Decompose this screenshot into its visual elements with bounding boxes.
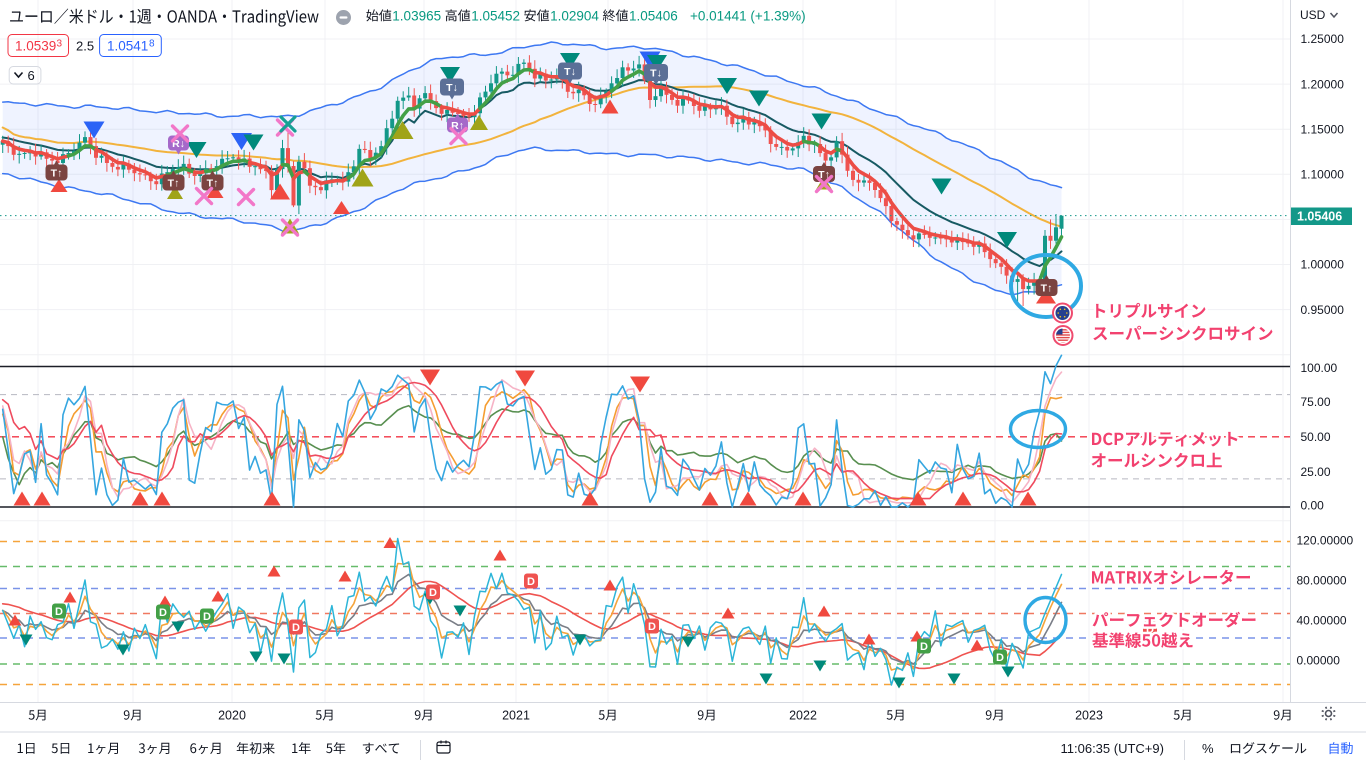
svg-text:USD: USD <box>1300 8 1326 22</box>
svg-text:+0.01441 (+1.39%): +0.01441 (+1.39%) <box>690 8 806 23</box>
svg-text:T↓: T↓ <box>650 68 662 80</box>
svg-text:T↑: T↑ <box>207 178 219 190</box>
svg-text:D: D <box>203 611 211 623</box>
svg-text:1.0539: 1.0539 <box>15 39 56 54</box>
svg-text:1.05406: 1.05406 <box>1297 210 1342 224</box>
svg-text:D: D <box>292 622 300 634</box>
svg-text:%: % <box>1202 741 1214 756</box>
svg-text:T↑: T↑ <box>1041 283 1053 295</box>
svg-text:0.00: 0.00 <box>1301 499 1325 513</box>
svg-text:T↓: T↓ <box>564 66 576 78</box>
svg-text:D: D <box>527 576 535 588</box>
svg-text:2022: 2022 <box>789 709 817 723</box>
svg-text:0.00000: 0.00000 <box>1297 654 1341 668</box>
svg-text:2020: 2020 <box>218 709 246 723</box>
svg-text:D: D <box>920 641 928 653</box>
svg-text:2.5: 2.5 <box>76 39 94 54</box>
svg-text:120.00000: 120.00000 <box>1297 534 1354 548</box>
svg-text:R↑: R↑ <box>451 120 464 132</box>
svg-text:11:06:35 (UTC+9): 11:06:35 (UTC+9) <box>1061 741 1164 756</box>
svg-text:1.0541: 1.0541 <box>107 39 148 54</box>
svg-text:D: D <box>429 587 437 599</box>
svg-text:1.00000: 1.00000 <box>1301 258 1345 272</box>
svg-text:1.03965: 1.03965 <box>392 8 441 23</box>
svg-text:1.15000: 1.15000 <box>1301 122 1345 136</box>
svg-text:0.95000: 0.95000 <box>1301 303 1345 317</box>
svg-text:T↑: T↑ <box>818 169 830 181</box>
svg-text:2021: 2021 <box>502 709 530 723</box>
svg-text:D: D <box>648 621 656 633</box>
svg-text:40.00000: 40.00000 <box>1297 614 1347 628</box>
svg-text:6: 6 <box>28 68 35 83</box>
svg-text:75.00: 75.00 <box>1301 395 1331 409</box>
svg-text:80.00000: 80.00000 <box>1297 574 1347 588</box>
svg-text:T↓: T↓ <box>446 82 458 94</box>
svg-text:100.00: 100.00 <box>1301 361 1338 375</box>
svg-text:1.05406: 1.05406 <box>629 8 678 23</box>
svg-text:D: D <box>55 606 63 618</box>
svg-text:T↑: T↑ <box>51 168 63 180</box>
svg-text:25.00: 25.00 <box>1301 465 1331 479</box>
svg-text:R↓: R↓ <box>172 138 185 150</box>
svg-text:50.00: 50.00 <box>1301 430 1331 444</box>
svg-text:D: D <box>996 652 1004 664</box>
svg-text:1.20000: 1.20000 <box>1301 77 1345 91</box>
svg-text:1.25000: 1.25000 <box>1301 32 1345 46</box>
svg-text:2023: 2023 <box>1075 709 1103 723</box>
svg-text:1.02904: 1.02904 <box>550 8 599 23</box>
svg-text:1.05452: 1.05452 <box>471 8 520 23</box>
svg-text:D: D <box>159 607 167 619</box>
svg-text:3: 3 <box>57 39 63 50</box>
svg-text:8: 8 <box>149 39 155 50</box>
svg-text:D: D <box>1146 624 1154 636</box>
svg-text:1.10000: 1.10000 <box>1301 168 1345 182</box>
svg-text:T↑: T↑ <box>168 178 180 190</box>
